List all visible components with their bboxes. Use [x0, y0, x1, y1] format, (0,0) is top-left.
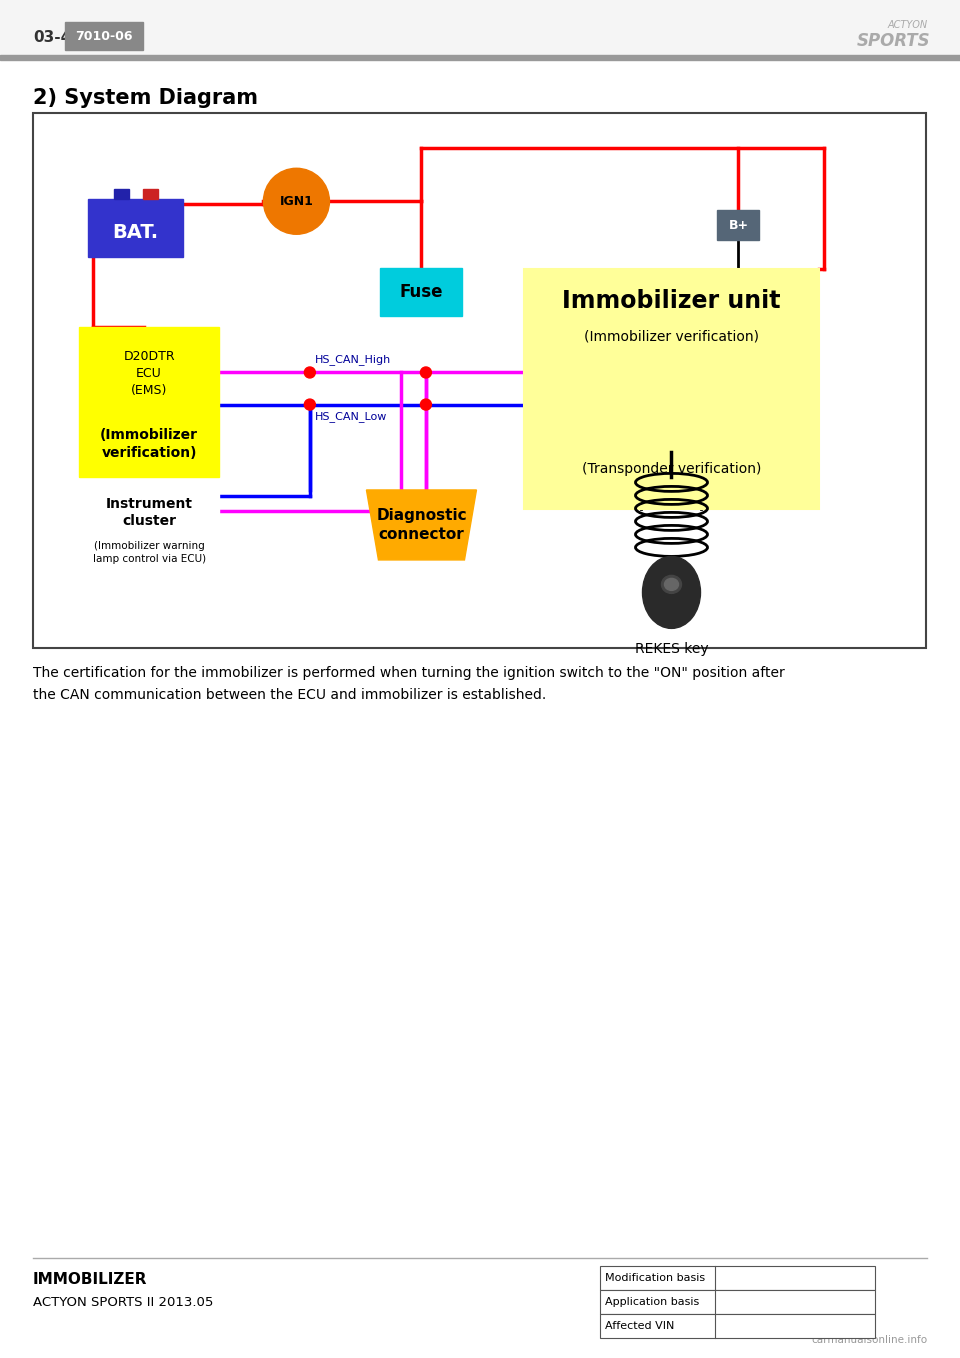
Text: 7010-06: 7010-06 — [75, 30, 132, 42]
Text: 03-4: 03-4 — [33, 30, 71, 46]
Text: D20DTR
ECU
(EMS): D20DTR ECU (EMS) — [123, 350, 175, 398]
Bar — [717, 210, 759, 240]
Text: (Immobilizer
verification): (Immobilizer verification) — [100, 428, 198, 460]
Text: ACTYON: ACTYON — [888, 20, 928, 30]
Ellipse shape — [661, 576, 682, 593]
Polygon shape — [367, 490, 476, 559]
Bar — [600, 1315, 875, 1338]
Text: 2) System Diagram: 2) System Diagram — [33, 88, 258, 109]
Bar — [88, 200, 183, 257]
Bar — [79, 327, 219, 477]
Ellipse shape — [664, 579, 679, 591]
Bar — [33, 113, 926, 648]
Text: HS_CAN_Low: HS_CAN_Low — [315, 411, 387, 422]
Bar — [0, 56, 960, 60]
Text: HS_CAN_High: HS_CAN_High — [315, 354, 391, 365]
Bar — [113, 189, 129, 200]
Text: BAT.: BAT. — [112, 223, 158, 242]
Circle shape — [420, 367, 431, 378]
Bar — [380, 269, 463, 316]
Text: IMMOBILIZER: IMMOBILIZER — [33, 1272, 148, 1287]
Text: carmanualsonline.info: carmanualsonline.info — [811, 1335, 927, 1344]
Circle shape — [263, 168, 329, 235]
Text: Modification basis: Modification basis — [605, 1272, 706, 1283]
Text: Immobilizer unit: Immobilizer unit — [563, 288, 780, 312]
Text: Fuse: Fuse — [399, 284, 444, 301]
Text: (Immobilizer warning
lamp control via ECU): (Immobilizer warning lamp control via EC… — [92, 540, 205, 564]
Circle shape — [420, 399, 431, 410]
Bar — [600, 1266, 875, 1290]
Text: (Immobilizer verification): (Immobilizer verification) — [584, 330, 759, 344]
Text: B+: B+ — [729, 219, 749, 232]
Circle shape — [304, 367, 315, 378]
Text: (Transponder verification): (Transponder verification) — [582, 462, 761, 475]
Bar — [143, 189, 157, 200]
Bar — [79, 486, 219, 574]
Text: ACTYON SPORTS II 2013.05: ACTYON SPORTS II 2013.05 — [33, 1296, 213, 1309]
Text: IGN1: IGN1 — [279, 194, 313, 208]
Text: Affected VIN: Affected VIN — [605, 1321, 674, 1331]
Text: The certification for the immobilizer is performed when turning the ignition swi: The certification for the immobilizer is… — [33, 665, 784, 702]
Bar — [65, 22, 143, 50]
Text: Application basis: Application basis — [605, 1297, 699, 1306]
Text: REKES key: REKES key — [635, 642, 708, 656]
Ellipse shape — [642, 557, 701, 629]
Bar — [0, 0, 960, 56]
Text: Instrument
cluster: Instrument cluster — [106, 497, 193, 528]
Text: Diagnostic
connector: Diagnostic connector — [376, 508, 467, 542]
Bar — [600, 1290, 875, 1315]
Circle shape — [304, 399, 315, 410]
Bar — [524, 269, 819, 508]
Text: SPORTS: SPORTS — [856, 33, 930, 50]
